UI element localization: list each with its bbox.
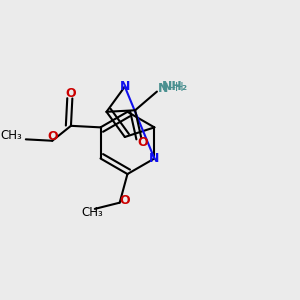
Text: CH₃: CH₃ bbox=[82, 206, 104, 219]
Text: NH₂: NH₂ bbox=[162, 80, 188, 93]
Text: O: O bbox=[65, 87, 76, 101]
Text: N: N bbox=[120, 80, 130, 93]
Text: O: O bbox=[119, 194, 130, 207]
Text: O: O bbox=[137, 136, 148, 149]
Text: N: N bbox=[149, 152, 160, 165]
Text: –H: –H bbox=[169, 81, 184, 94]
Text: CH₃: CH₃ bbox=[0, 129, 22, 142]
Text: N: N bbox=[158, 82, 168, 95]
Text: O: O bbox=[47, 130, 58, 143]
